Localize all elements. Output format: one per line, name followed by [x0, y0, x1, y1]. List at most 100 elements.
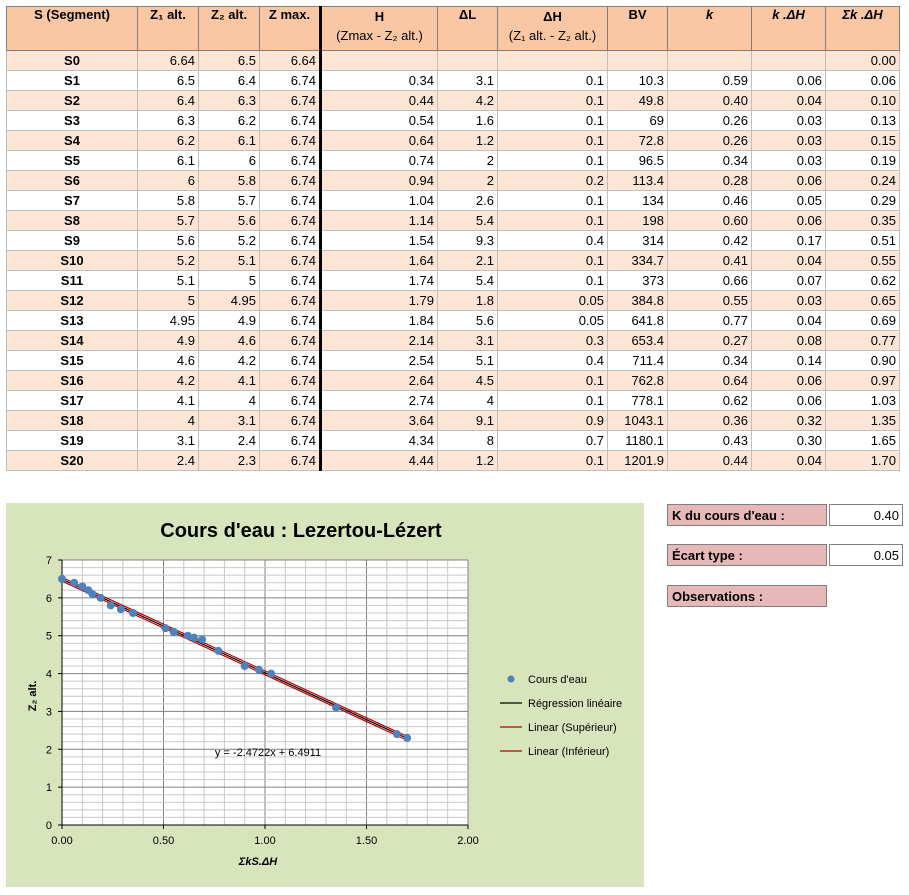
cell-s[interactable]: S8	[6, 210, 138, 231]
cell-z2[interactable]: 4.2	[198, 350, 260, 371]
cell-k[interactable]: 0.26	[667, 110, 752, 131]
chart-panel[interactable]: Cours d'eau : Lezertou-Lézert 0.00 0.50 1.…	[6, 503, 644, 887]
cell-z1[interactable]: 4.95	[137, 310, 199, 331]
cell-s[interactable]: S6	[6, 170, 138, 191]
cell-dl[interactable]: 2	[437, 170, 498, 191]
cell-dh[interactable]: 0.1	[497, 370, 608, 391]
cell-kdh[interactable]: 0.06	[751, 70, 826, 91]
cell-dl[interactable]: 5.4	[437, 210, 498, 231]
cell-bv[interactable]: 49.8	[607, 90, 668, 111]
cell-kdh[interactable]: 0.04	[751, 450, 826, 471]
cell-h[interactable]: 1.79	[320, 290, 438, 311]
cell-sum[interactable]: 0.19	[825, 150, 900, 171]
cell-k[interactable]: 0.43	[667, 430, 752, 451]
cell-z1[interactable]: 5.7	[137, 210, 199, 231]
header-dh[interactable]: ΔH (Z₁ alt. - Z₂ alt.)	[497, 6, 608, 51]
cell-z2[interactable]: 2.4	[198, 430, 260, 451]
cell-bv[interactable]: 96.5	[607, 150, 668, 171]
cell-kdh[interactable]: 0.04	[751, 250, 826, 271]
cell-h[interactable]: 1.54	[320, 230, 438, 251]
cell-s[interactable]: S10	[6, 250, 138, 271]
cell-dl[interactable]: 1.6	[437, 110, 498, 131]
cell-dl[interactable]: 1.8	[437, 290, 498, 311]
cell-z1[interactable]: 5.1	[137, 270, 199, 291]
cell-s[interactable]: S3	[6, 110, 138, 131]
cell-k[interactable]: 0.77	[667, 310, 752, 331]
cell-s[interactable]: S5	[6, 150, 138, 171]
cell-s[interactable]: S16	[6, 370, 138, 391]
cell-z2[interactable]: 6.1	[198, 130, 260, 151]
cell-dh[interactable]: 0.05	[497, 290, 608, 311]
cell-bv[interactable]: 72.8	[607, 130, 668, 151]
cell-dl[interactable]: 5.4	[437, 270, 498, 291]
cell-kdh[interactable]: 0.03	[751, 290, 826, 311]
cell-zmax[interactable]: 6.74	[259, 70, 322, 91]
cell-zmax[interactable]: 6.74	[259, 270, 322, 291]
cell-s[interactable]: S2	[6, 90, 138, 111]
cell-sum[interactable]: 0.69	[825, 310, 900, 331]
cell-bv[interactable]: 113.4	[607, 170, 668, 191]
cell-dh[interactable]: 0.1	[497, 90, 608, 111]
cell-dh[interactable]	[497, 50, 608, 71]
cell-sum[interactable]: 0.97	[825, 370, 900, 391]
cell-z1[interactable]: 5.8	[137, 190, 199, 211]
cell-zmax[interactable]: 6.74	[259, 230, 322, 251]
cell-z1[interactable]: 6.4	[137, 90, 199, 111]
cell-dl[interactable]: 5.6	[437, 310, 498, 331]
cell-k[interactable]: 0.62	[667, 390, 752, 411]
cell-k[interactable]: 0.27	[667, 330, 752, 351]
cell-dl[interactable]: 8	[437, 430, 498, 451]
cell-dh[interactable]: 0.1	[497, 130, 608, 151]
cell-k[interactable]	[667, 50, 752, 71]
cell-sum[interactable]: 0.29	[825, 190, 900, 211]
cell-sum[interactable]: 0.10	[825, 90, 900, 111]
cell-sum[interactable]: 0.06	[825, 70, 900, 91]
cell-h[interactable]: 3.64	[320, 410, 438, 431]
cell-s[interactable]: S9	[6, 230, 138, 251]
cell-z1[interactable]: 4.9	[137, 330, 199, 351]
cell-k[interactable]: 0.46	[667, 190, 752, 211]
cell-z2[interactable]: 5.8	[198, 170, 260, 191]
cell-dh[interactable]: 0.1	[497, 150, 608, 171]
cell-dl[interactable]: 4.2	[437, 90, 498, 111]
cell-dh[interactable]: 0.1	[497, 190, 608, 211]
cell-k[interactable]: 0.55	[667, 290, 752, 311]
cell-h[interactable]: 1.84	[320, 310, 438, 331]
cell-bv[interactable]: 198	[607, 210, 668, 231]
cell-sum[interactable]: 1.65	[825, 430, 900, 451]
cell-bv[interactable]: 641.8	[607, 310, 668, 331]
cell-zmax[interactable]: 6.74	[259, 310, 322, 331]
cell-h[interactable]: 2.14	[320, 330, 438, 351]
cell-h[interactable]: 2.64	[320, 370, 438, 391]
cell-dh[interactable]: 0.1	[497, 390, 608, 411]
cell-z2[interactable]: 6.5	[198, 50, 260, 71]
cell-z1[interactable]: 5	[137, 290, 199, 311]
cell-sum[interactable]: 0.13	[825, 110, 900, 131]
observations-label[interactable]: Observations :	[667, 585, 827, 607]
cell-bv[interactable]: 334.7	[607, 250, 668, 271]
cell-z1[interactable]: 5.6	[137, 230, 199, 251]
cell-k[interactable]: 0.41	[667, 250, 752, 271]
cell-dl[interactable]: 4.5	[437, 370, 498, 391]
cell-s[interactable]: S4	[6, 130, 138, 151]
cell-s[interactable]: S14	[6, 330, 138, 351]
cell-k[interactable]: 0.42	[667, 230, 752, 251]
cell-zmax[interactable]: 6.74	[259, 350, 322, 371]
cell-kdh[interactable]: 0.06	[751, 370, 826, 391]
ecart-value[interactable]: 0.05	[829, 544, 903, 566]
cell-dh[interactable]: 0.1	[497, 270, 608, 291]
cell-k[interactable]: 0.59	[667, 70, 752, 91]
cell-zmax[interactable]: 6.74	[259, 390, 322, 411]
cell-kdh[interactable]: 0.17	[751, 230, 826, 251]
cell-z2[interactable]: 6.4	[198, 70, 260, 91]
cell-zmax[interactable]: 6.64	[259, 50, 322, 71]
cell-bv[interactable]: 384.8	[607, 290, 668, 311]
cell-bv[interactable]: 10.3	[607, 70, 668, 91]
cell-dh[interactable]: 0.1	[497, 250, 608, 271]
cell-dl[interactable]: 9.3	[437, 230, 498, 251]
cell-zmax[interactable]: 6.74	[259, 410, 322, 431]
cell-z1[interactable]: 4.6	[137, 350, 199, 371]
cell-dl[interactable]: 9.1	[437, 410, 498, 431]
header-zmax[interactable]: Z max.	[259, 6, 322, 51]
cell-k[interactable]: 0.66	[667, 270, 752, 291]
